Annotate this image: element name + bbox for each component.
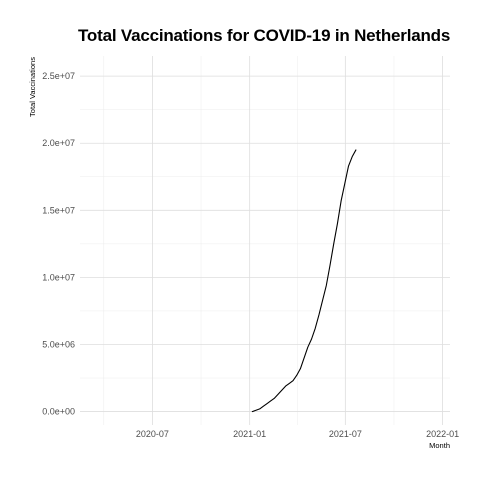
x-tick-label: 2021-01	[233, 429, 266, 439]
x-tick-label: 2020-07	[136, 429, 169, 439]
y-tick-label: 1.5e+07	[42, 205, 75, 215]
x-tick-labels: 2020-07 2021-01 2021-07 2022-01	[136, 429, 459, 439]
minor-gridlines	[80, 56, 450, 425]
series-line	[251, 149, 357, 413]
x-tick-label: 2021-07	[329, 429, 362, 439]
x-tick-label: 2022-01	[426, 429, 459, 439]
x-axis-title: Month	[429, 441, 450, 450]
y-tick-label: 5.0e+06	[42, 339, 75, 349]
y-tick-label: 1.0e+07	[42, 272, 75, 282]
series-layer	[251, 149, 357, 413]
y-axis-title: Total Vaccinations	[28, 57, 37, 117]
y-tick-label: 2.5e+07	[42, 71, 75, 81]
chart-title: Total Vaccinations for COVID-19 in Nethe…	[78, 26, 451, 45]
y-tick-labels: 0.0e+00 5.0e+06 1.0e+07 1.5e+07 2.0e+07 2.5e+…	[42, 71, 75, 416]
major-gridlines	[80, 56, 450, 425]
y-tick-label: 2.0e+07	[42, 138, 75, 148]
y-tick-label: 0.0e+00	[42, 407, 75, 417]
